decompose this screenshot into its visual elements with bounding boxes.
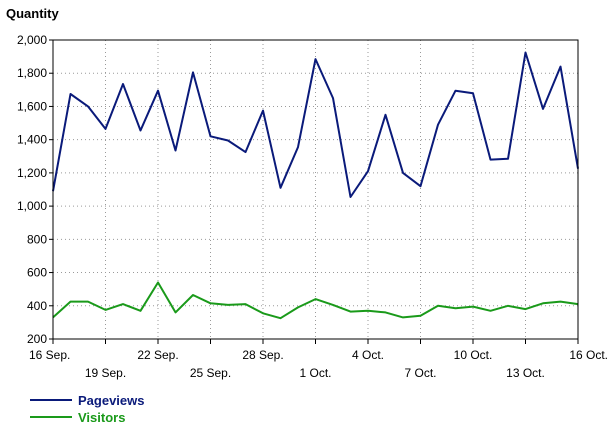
x-tick-label: 4 Oct. <box>352 348 384 362</box>
x-tick-label: 16 Sep. <box>29 348 70 362</box>
series-line-visitors <box>52 281 579 320</box>
legend: Pageviews Visitors <box>30 393 145 425</box>
y-tick-label: 2,000 <box>17 33 47 47</box>
legend-label-visitors: Visitors <box>78 410 125 425</box>
x-tick-label: 1 Oct. <box>299 366 331 380</box>
series-line-pageviews <box>52 51 579 198</box>
x-tick-label: 13 Oct. <box>506 366 545 380</box>
x-tick-label: 10 Oct. <box>454 348 493 362</box>
y-tick-label: 1,800 <box>17 66 47 80</box>
y-tick-label: 800 <box>27 232 47 246</box>
x-tick-label: 7 Oct. <box>404 366 436 380</box>
y-tick-label: 200 <box>27 332 47 346</box>
y-tick-label: 1,400 <box>17 133 47 147</box>
y-tick-label: 600 <box>27 266 47 280</box>
y-axis-title: Quantity <box>6 6 59 21</box>
y-tick-label: 400 <box>27 299 47 313</box>
y-tick-label: 1,200 <box>17 166 47 180</box>
plot-area-frame <box>52 39 579 340</box>
x-tick-label: 25 Sep. <box>190 366 231 380</box>
series-lines <box>52 51 579 320</box>
grid-lines <box>53 40 578 339</box>
legend-label-pageviews: Pageviews <box>78 393 145 408</box>
x-tick-label: 28 Sep. <box>242 348 283 362</box>
x-axis-ticks: 16 Sep. 19 Sep. 22 Sep. 25 Sep. 28 Sep. 1 Oct… <box>29 339 608 380</box>
y-tick-label: 1,000 <box>17 199 47 213</box>
x-tick-label: 19 Sep. <box>85 366 126 380</box>
y-tick-label: 1,600 <box>17 99 47 113</box>
y-axis-ticks: 200 400 600 800 1,000 1,200 1,400 1,600 1,800 2,0… <box>17 33 53 346</box>
x-tick-label: 16 Oct. <box>569 348 608 362</box>
x-tick-label: 22 Sep. <box>137 348 178 362</box>
